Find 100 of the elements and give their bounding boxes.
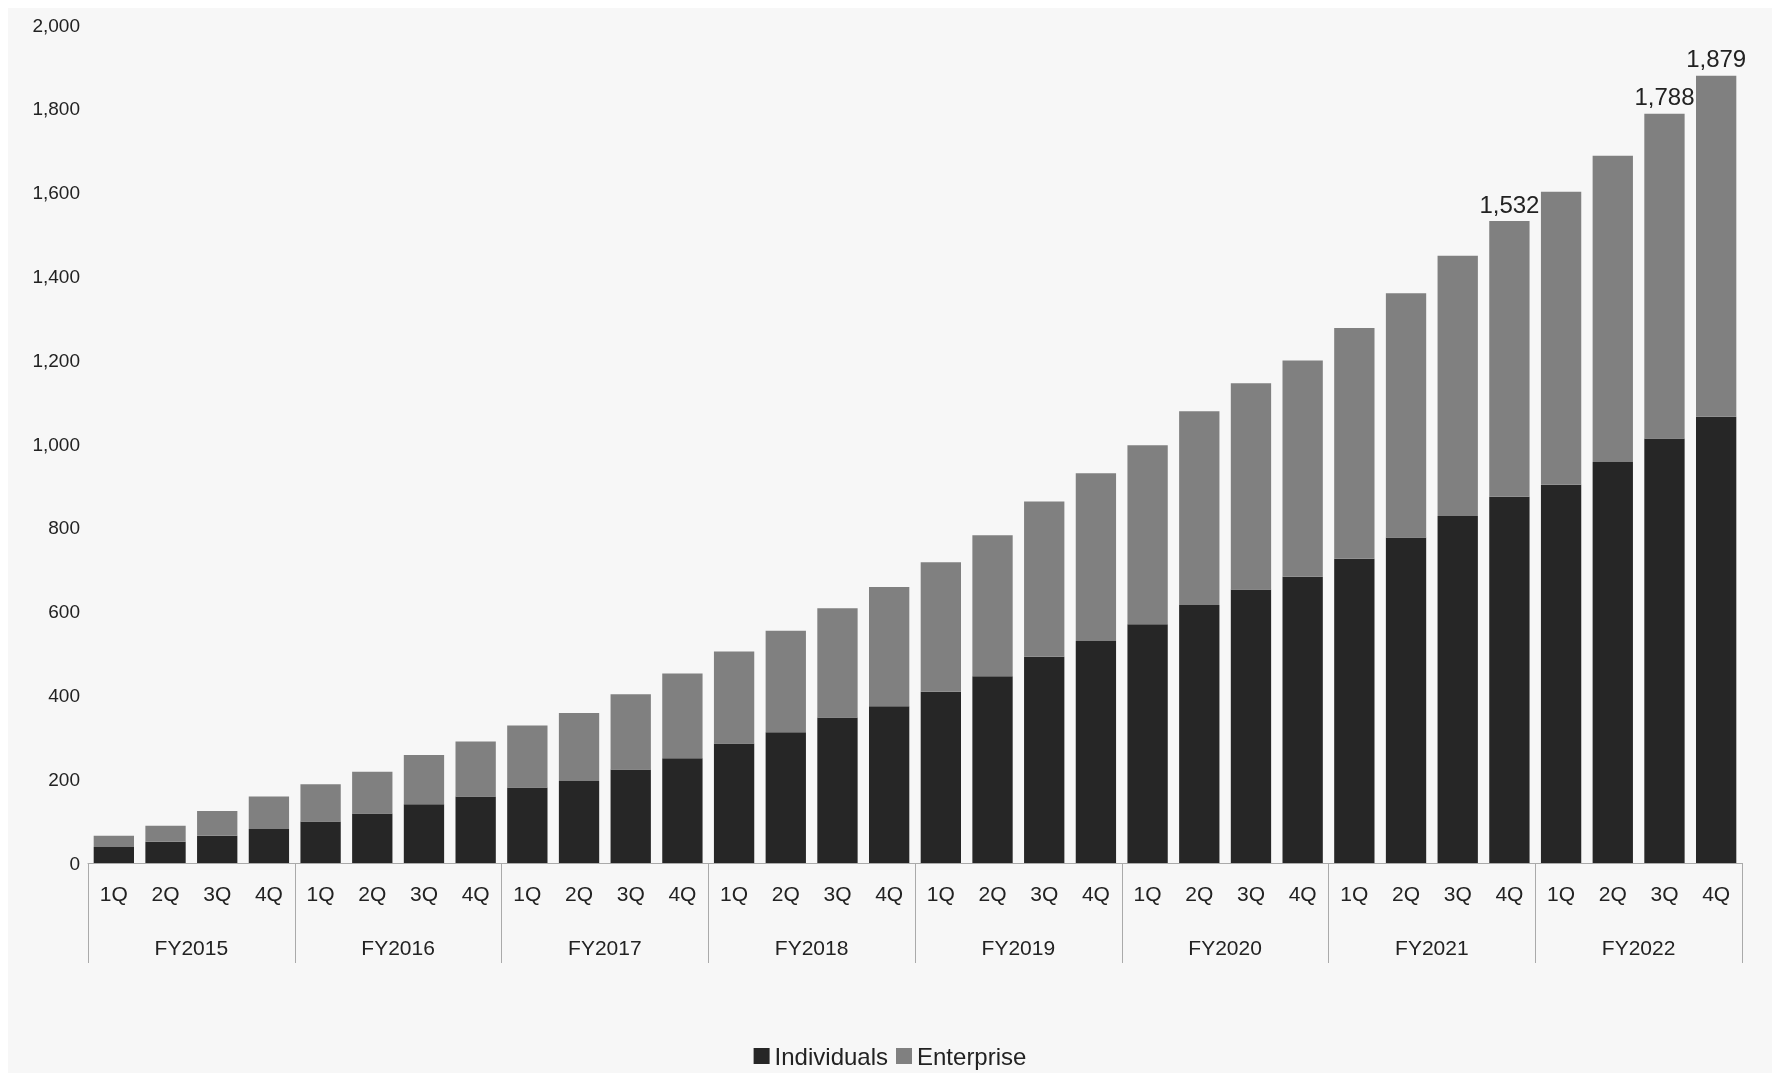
x-tick-label: 1Q (99, 882, 128, 905)
bar (1489, 496, 1530, 863)
bar (507, 725, 548, 788)
bar (1644, 438, 1685, 863)
x-tick-label: 2Q (358, 882, 387, 905)
bar (1592, 155, 1633, 463)
x-tick-label: 3Q (1030, 882, 1059, 905)
bar (1385, 537, 1427, 863)
text: FY2018 (774, 936, 849, 959)
text: FY2019 (981, 936, 1056, 959)
text: FY2022 (1601, 936, 1676, 959)
bar (1644, 113, 1685, 439)
bar (1230, 589, 1272, 863)
bar (1334, 558, 1375, 863)
x-tick-label: 1Q (1133, 882, 1162, 905)
bar (403, 754, 445, 805)
x-tick-label: 3Q (616, 882, 645, 905)
bar (1282, 576, 1323, 863)
bar (1179, 411, 1220, 605)
bar (352, 771, 393, 814)
bar (248, 796, 290, 830)
bar (920, 691, 961, 863)
bar (1696, 75, 1737, 417)
bar (1075, 473, 1117, 641)
bar (1592, 462, 1633, 863)
text: FY2020 (1188, 936, 1262, 959)
bar (869, 586, 910, 707)
x-tick-label: 3Q (1443, 882, 1472, 905)
bar (765, 630, 806, 733)
total-label: 1,788 (1634, 83, 1695, 111)
x-tick-label: 2Q (565, 882, 594, 905)
x-tick-label: 2Q (151, 882, 180, 905)
x-tick-label: 3Q (823, 882, 852, 905)
bar (713, 651, 755, 744)
bar (1075, 640, 1117, 863)
x-tick-label: 2Q (771, 882, 800, 905)
legend-label: Enterprise (917, 1042, 1027, 1070)
total-label: 1,879 (1686, 45, 1747, 73)
bar (1437, 255, 1478, 517)
bar (920, 562, 961, 692)
x-tick-label: 2Q (1392, 882, 1421, 905)
x-tick-label: 1Q (720, 882, 749, 905)
bar (558, 780, 600, 863)
bar (1540, 191, 1582, 485)
bar (145, 841, 186, 863)
y-tick-label: 0 (69, 852, 80, 874)
bar (713, 743, 755, 863)
bar (1127, 445, 1168, 625)
legend-label: Individuals (774, 1042, 889, 1070)
x-tick-label: 4Q (1702, 882, 1731, 905)
x-tick-label: 4Q (1495, 882, 1524, 905)
bar (817, 608, 858, 718)
text: FY2015 (154, 936, 229, 959)
x-tick-label: 2Q (1598, 882, 1627, 905)
bar (197, 835, 238, 863)
bar (1282, 360, 1323, 577)
bar (1696, 416, 1737, 863)
x-tick-label: 4Q (668, 882, 697, 905)
bar (93, 847, 134, 863)
bar (455, 741, 496, 797)
bar (1437, 516, 1478, 863)
bar (93, 835, 134, 848)
x-tick-label: 1Q (1340, 882, 1369, 905)
bar (817, 717, 858, 863)
bar (972, 535, 1013, 677)
bar (1385, 293, 1427, 538)
y-tick-label: 1,600 (32, 182, 80, 204)
x-tick-label: 1Q (306, 882, 335, 905)
x-tick-label: 4Q (1288, 882, 1317, 905)
text: FY2017 (568, 936, 642, 959)
y-tick-label: 1,800 (32, 98, 80, 120)
bar (1179, 604, 1220, 863)
text: FY2016 (361, 936, 435, 959)
x-tick-label: 4Q (1081, 882, 1110, 905)
bar (248, 829, 290, 863)
x-tick-label: 3Q (1236, 882, 1265, 905)
x-tick-label: 4Q (254, 882, 283, 905)
x-tick-label: 3Q (409, 882, 438, 905)
bar (455, 796, 496, 863)
bar (610, 694, 651, 770)
bar (558, 713, 600, 781)
bar (352, 813, 393, 863)
y-tick-label: 2,000 (32, 14, 80, 36)
bar (1489, 221, 1530, 497)
y-tick-label: 200 (48, 768, 80, 790)
y-tick-label: 600 (48, 601, 80, 623)
bar (662, 758, 703, 863)
x-tick-label: 4Q (461, 882, 490, 905)
bar (1024, 501, 1065, 657)
bar (765, 732, 806, 863)
x-tick-label: 2Q (1185, 882, 1214, 905)
bar (610, 769, 651, 863)
y-tick-label: 1,000 (32, 433, 80, 455)
x-tick-label: 2Q (978, 882, 1007, 905)
bar (662, 673, 703, 759)
x-tick-label: 3Q (203, 882, 232, 905)
bar (1230, 383, 1272, 590)
bar (300, 821, 341, 863)
bar (1540, 484, 1582, 863)
y-tick-label: 400 (48, 684, 80, 706)
